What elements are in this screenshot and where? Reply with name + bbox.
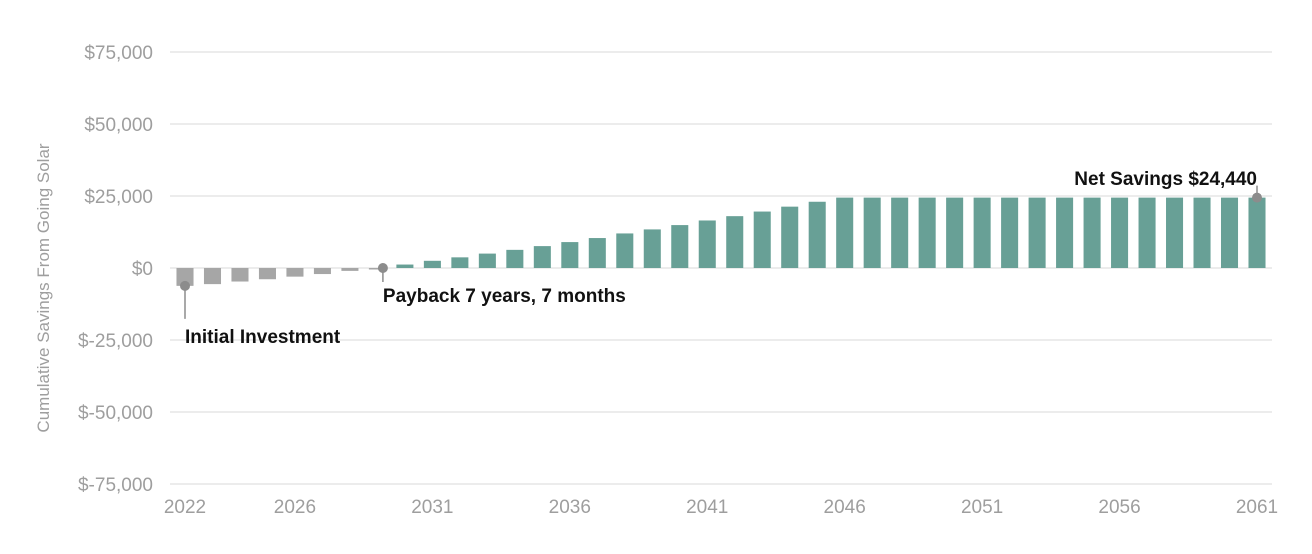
bar: [918, 197, 936, 268]
bar: [1056, 197, 1074, 268]
bar: [1138, 197, 1156, 268]
x-tick-label: 2051: [961, 497, 1003, 518]
x-tick-label: 2026: [274, 497, 316, 518]
bar: [698, 220, 716, 268]
annotation-net-savings: Net Savings $24,440: [1074, 169, 1257, 190]
bar: [588, 238, 606, 268]
bar: [781, 206, 799, 268]
bar: [836, 197, 854, 268]
x-tick-label: 2061: [1236, 497, 1278, 518]
gridlines: [170, 51, 1272, 485]
y-tick-label: $-75,000: [78, 475, 153, 496]
bar: [1193, 197, 1211, 268]
bar: [561, 242, 579, 268]
bar: [1028, 197, 1046, 268]
bar: [286, 268, 304, 277]
bar: [396, 264, 414, 268]
bar: [616, 233, 634, 268]
bar: [1166, 197, 1184, 268]
bar: [478, 253, 496, 268]
x-tick-label: 2022: [164, 497, 206, 518]
bar: [368, 268, 386, 270]
bar: [341, 268, 359, 271]
bar: [643, 229, 661, 268]
bar: [313, 268, 331, 275]
bar: [533, 246, 551, 268]
x-tick-label: 2046: [824, 497, 866, 518]
bar: [863, 197, 881, 268]
bar: [451, 257, 469, 268]
x-tick-label: 2031: [411, 497, 453, 518]
y-tick-label: $25,000: [84, 187, 153, 208]
bar: [726, 216, 744, 268]
bars: [176, 197, 1266, 286]
bar: [203, 268, 222, 285]
bar: [808, 201, 826, 268]
x-tick-label: 2056: [1098, 497, 1140, 518]
y-axis-title: Cumulative Savings From Going Solar: [34, 143, 53, 432]
y-tick-label: $0: [132, 259, 153, 280]
y-tick-label: $75,000: [84, 43, 153, 64]
bar: [891, 197, 909, 268]
bar: [1001, 197, 1019, 268]
annotation-marker: [377, 263, 388, 273]
annotation-marker: [1252, 192, 1262, 203]
y-tick-label: $50,000: [84, 115, 153, 136]
bar: [1111, 197, 1129, 268]
y-tick-label: $-50,000: [78, 403, 153, 424]
x-tick-label: 2041: [686, 497, 728, 518]
x-tick-label: 2036: [549, 497, 591, 518]
annotations: Initial Investment Payback 7 years, 7 mon…: [180, 169, 1262, 348]
bar: [946, 197, 964, 268]
annotation-initial-investment: Initial Investment: [185, 327, 341, 348]
bar: [1248, 197, 1266, 268]
bar: [258, 268, 276, 280]
y-tick-label: $-25,000: [78, 331, 153, 352]
bar: [973, 197, 991, 268]
bar: [753, 211, 771, 268]
bar: [671, 225, 689, 268]
bar: [176, 268, 194, 286]
bar: [423, 260, 441, 268]
bar: [506, 249, 524, 268]
bar: [1083, 197, 1101, 268]
axes: $75,000 $50,000 $25,000 $0 $-25,000 $-50,000 $…: [34, 43, 1278, 518]
bar: [1220, 197, 1239, 268]
bar: [231, 268, 249, 282]
annotation-marker: [180, 280, 190, 291]
annotation-payback: Payback 7 years, 7 months: [383, 286, 626, 307]
